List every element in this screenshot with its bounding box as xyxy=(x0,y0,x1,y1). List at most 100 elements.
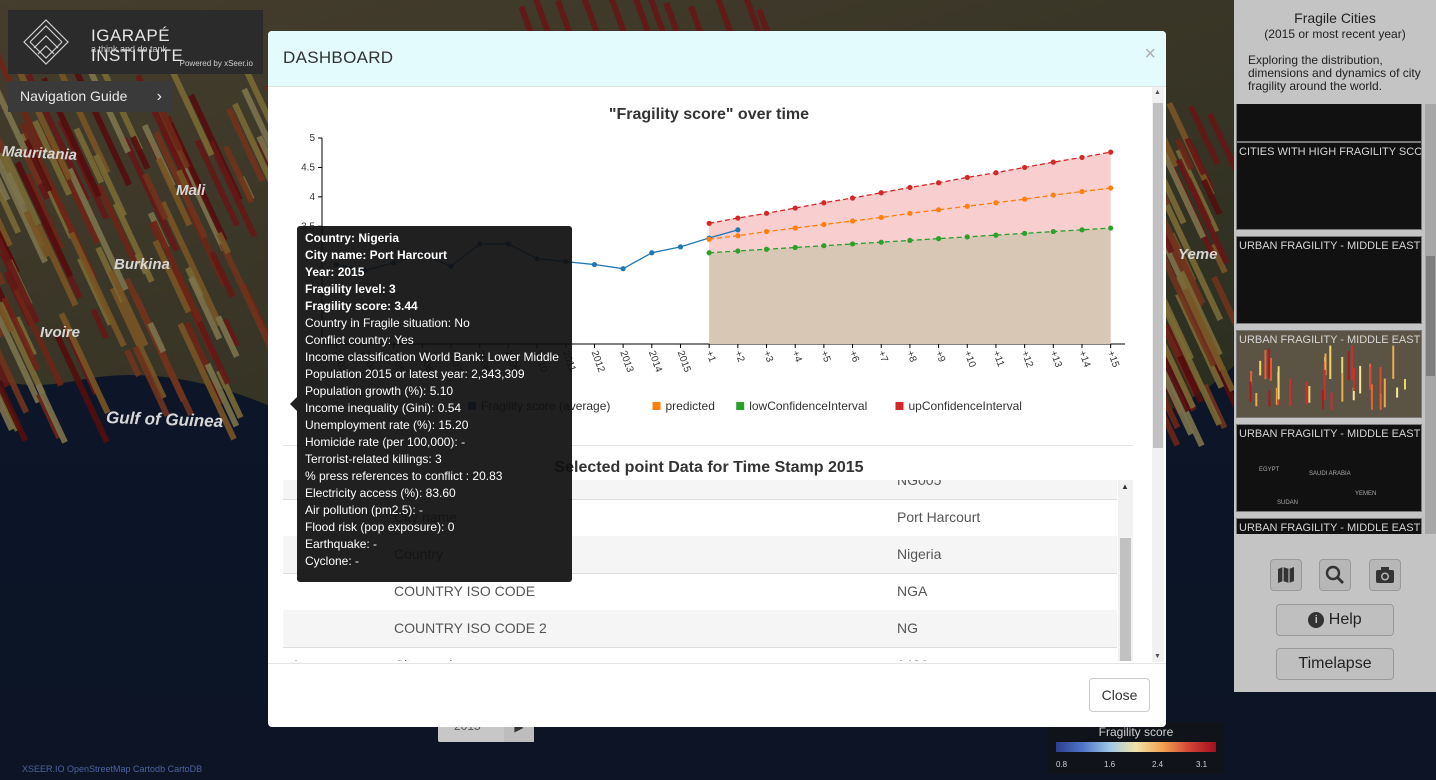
data-point[interactable] xyxy=(1022,196,1028,202)
legend-tick: 0.8 xyxy=(1056,760,1068,769)
scroll-up-icon[interactable]: ▲ xyxy=(1121,482,1129,491)
tooltip-line: Unemployment rate (%): 15.20 xyxy=(305,418,469,432)
help-button[interactable]: i Help xyxy=(1276,604,1394,636)
story-thumbnail[interactable] xyxy=(1236,104,1422,142)
timelapse-button[interactable]: Timelapse xyxy=(1276,648,1394,680)
data-point[interactable] xyxy=(706,236,712,242)
data-point[interactable] xyxy=(763,246,770,252)
modal-title: DASHBOARD xyxy=(283,48,394,67)
data-point[interactable] xyxy=(1022,230,1028,236)
story-thumbnail[interactable]: URBAN FRAGILITY - MIDDLE EAST A EGYPT SA… xyxy=(1236,424,1422,512)
tooltip-line: City name: Port Harcourt xyxy=(305,248,448,262)
data-point[interactable] xyxy=(763,210,770,216)
data-point[interactable] xyxy=(935,207,942,213)
close-button[interactable]: Close xyxy=(1089,678,1150,712)
data-point[interactable] xyxy=(849,241,856,247)
thumbnail-bar xyxy=(1379,367,1382,395)
data-point[interactable] xyxy=(964,234,970,240)
x-tick-label: +8 xyxy=(904,349,918,364)
x-tick-label: +1 xyxy=(703,349,717,364)
data-point[interactable] xyxy=(907,237,913,244)
y-tick-label: 4 xyxy=(309,192,315,203)
close-icon[interactable]: × xyxy=(1144,43,1156,65)
panel-scrollbar[interactable] xyxy=(1425,104,1436,534)
panel-title: Fragile Cities xyxy=(1294,10,1376,26)
data-point[interactable] xyxy=(1022,164,1028,171)
data-point[interactable] xyxy=(735,227,741,233)
data-point[interactable] xyxy=(1079,188,1085,195)
data-point[interactable] xyxy=(763,228,770,235)
legend-title: Fragility score xyxy=(1098,725,1174,739)
data-point[interactable] xyxy=(677,244,684,250)
data-point[interactable] xyxy=(735,215,741,221)
table-row: COUNTRY ISO CODE 2 NG xyxy=(283,610,1117,648)
data-point[interactable] xyxy=(1108,185,1114,191)
data-point[interactable] xyxy=(1108,225,1114,231)
tooltip-arrow xyxy=(290,397,297,411)
data-point[interactable] xyxy=(1079,227,1085,233)
search-button[interactable] xyxy=(1319,559,1351,591)
data-point[interactable] xyxy=(706,250,712,256)
thumbnail-bar xyxy=(1264,350,1267,380)
data-point[interactable] xyxy=(706,220,712,226)
data-point[interactable] xyxy=(735,233,741,239)
data-point[interactable] xyxy=(591,261,598,268)
data-point[interactable] xyxy=(821,243,827,249)
data-point[interactable] xyxy=(1050,192,1056,198)
screenshot-button[interactable] xyxy=(1369,559,1401,591)
legend-gradient xyxy=(1056,742,1216,752)
data-point[interactable] xyxy=(964,203,970,209)
thumbnail-bar xyxy=(1321,390,1324,409)
scroll-up-icon[interactable]: ▲ xyxy=(1154,89,1161,96)
data-point[interactable] xyxy=(907,210,913,216)
data-point[interactable] xyxy=(878,190,884,196)
navigation-guide-button[interactable]: Navigation Guide › xyxy=(8,81,174,112)
data-point[interactable] xyxy=(993,232,999,238)
data-point[interactable] xyxy=(620,266,626,272)
data-point[interactable] xyxy=(792,225,798,231)
thumbnail-bar xyxy=(1341,374,1344,402)
map-label: Burkina xyxy=(114,256,170,273)
data-point[interactable] xyxy=(792,244,798,251)
data-point[interactable] xyxy=(878,239,884,245)
data-point[interactable] xyxy=(907,184,913,191)
data-point[interactable] xyxy=(964,174,970,181)
thumbnail-bar xyxy=(1341,356,1344,374)
data-point[interactable] xyxy=(935,236,942,242)
story-thumbnail[interactable]: URBAN FRAGILITY - MIDDLE EAST A xyxy=(1236,330,1422,418)
data-point[interactable] xyxy=(1050,228,1056,235)
panel-scrollbar-thumb[interactable] xyxy=(1426,256,1435,376)
data-point[interactable] xyxy=(821,221,827,228)
data-point[interactable] xyxy=(1050,159,1056,165)
story-thumbnail[interactable]: CITIES WITH HIGH FRAGILITY SCOR xyxy=(1236,142,1422,230)
modal-scrollbar[interactable]: ▲ ▼ xyxy=(1152,87,1164,662)
table-title: Selected point Data for Time Stamp 2015 xyxy=(554,459,864,476)
data-point[interactable] xyxy=(935,180,942,186)
data-point[interactable] xyxy=(1079,154,1085,161)
data-point[interactable] xyxy=(735,248,741,254)
data-point[interactable] xyxy=(792,205,798,211)
dashboard-modal: DASHBOARD × "Fragility score" over time 5… xyxy=(268,31,1166,727)
modal-scrollbar-thumb[interactable] xyxy=(1153,103,1163,448)
data-point[interactable] xyxy=(649,250,655,256)
story-thumbnail[interactable]: URBAN FRAGILITY - MIDDLE EAST A xyxy=(1236,236,1422,324)
data-point[interactable] xyxy=(993,170,999,176)
thumbnail-bar xyxy=(1249,381,1252,402)
data-point[interactable] xyxy=(878,214,884,221)
data-point[interactable] xyxy=(821,200,827,206)
table-scrollbar[interactable]: ▲ xyxy=(1118,480,1133,661)
brand-logo[interactable]: IGARAPÉ INSTITUTE a think and do tank Po… xyxy=(8,10,263,74)
data-point[interactable] xyxy=(993,200,999,206)
map-attribution[interactable]: XSEER.IO OpenStreetMap Cartodb CartoDB xyxy=(22,764,203,774)
data-point[interactable] xyxy=(849,195,856,201)
low-confidence-area xyxy=(709,228,1111,344)
row-value: NGA xyxy=(897,583,928,599)
scroll-down-icon[interactable]: ▼ xyxy=(1154,653,1161,660)
tooltip-line: Electricity access (%): 83.60 xyxy=(305,486,456,500)
story-thumbnail[interactable]: URBAN FRAGILITY - MIDDLE EAST A xyxy=(1236,518,1422,534)
thumbnail-title: URBAN FRAGILITY - MIDDLE EAST A xyxy=(1239,334,1422,346)
table-scrollbar-thumb[interactable] xyxy=(1120,538,1131,661)
data-point[interactable] xyxy=(1108,149,1114,155)
map-view-button[interactable] xyxy=(1270,559,1302,591)
data-point[interactable] xyxy=(849,218,856,224)
